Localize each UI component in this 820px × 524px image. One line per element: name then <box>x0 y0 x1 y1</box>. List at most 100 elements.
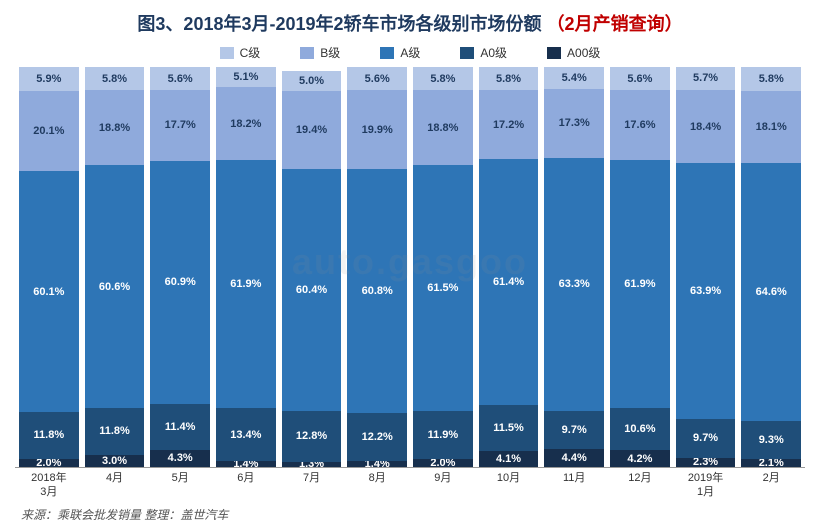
x-axis-label: 8月 <box>347 472 407 500</box>
legend-swatch <box>380 47 394 59</box>
x-axis-label: 6月 <box>216 472 276 500</box>
chart-title: 图3、2018年3月-2019年2轿车市场各级别市场份额 （2月产销查询） <box>15 10 805 36</box>
legend-item: C级 <box>220 44 261 61</box>
x-axis-label: 5月 <box>150 472 210 500</box>
bar-segment: 17.2% <box>479 90 539 159</box>
x-axis-label: 7月 <box>282 472 342 500</box>
bar-segment: 19.9% <box>347 90 407 170</box>
bar-segment: 4.1% <box>479 451 539 467</box>
bar-segment: 13.4% <box>216 408 276 462</box>
bar-segment: 1.3% <box>282 462 342 467</box>
bar-segment: 9.7% <box>676 419 736 458</box>
bar-stack: 5.9%20.1%60.1%11.8%2.0% <box>19 67 79 467</box>
bar-stack: 5.6%17.6%61.9%10.6%4.2% <box>610 67 670 467</box>
bar-stack: 5.4%17.3%63.3%9.7%4.4% <box>544 67 604 467</box>
bar-segment: 5.6% <box>347 67 407 89</box>
bar-segment: 20.1% <box>19 91 79 171</box>
bar-stack: 5.7%18.4%63.9%9.7%2.3% <box>676 67 736 467</box>
bar-stack: 5.6%17.7%60.9%11.4%4.3% <box>150 67 210 467</box>
bar-segment: 5.8% <box>85 67 145 90</box>
bar-segment: 18.2% <box>216 87 276 160</box>
bar-segment: 60.1% <box>19 171 79 411</box>
bar-segment: 11.4% <box>150 404 210 450</box>
title-main: 图3、2018年3月-2019年2轿车市场各级别市场份额 <box>137 14 541 34</box>
bar-segment: 2.1% <box>741 459 801 467</box>
bar-column: 5.8%17.2%61.4%11.5%4.1% <box>479 67 539 467</box>
bar-column: 5.7%18.4%63.9%9.7%2.3% <box>676 67 736 467</box>
bar-segment: 18.1% <box>741 91 801 163</box>
bar-column: 5.6%19.9%60.8%12.2%1.4% <box>347 67 407 467</box>
bar-column: 5.8%18.8%60.6%11.8%3.0% <box>85 67 145 467</box>
bar-segment: 60.6% <box>85 165 145 407</box>
bar-segment: 11.9% <box>413 411 473 459</box>
legend-item: A级 <box>380 44 420 61</box>
bar-segment: 19.4% <box>282 91 342 169</box>
legend-item: A00级 <box>547 44 600 61</box>
legend-label: B级 <box>320 44 340 61</box>
bar-segment: 5.6% <box>150 67 210 89</box>
x-axis-label: 9月 <box>413 472 473 500</box>
bar-column: 5.9%20.1%60.1%11.8%2.0% <box>19 67 79 467</box>
bar-stack: 5.8%17.2%61.4%11.5%4.1% <box>479 67 539 467</box>
x-axis-label: 2019年 1月 <box>676 472 736 500</box>
bar-segment: 64.6% <box>741 163 801 421</box>
source-line: 来源：乘联会批发销量 整理：盖世汽车 <box>15 506 805 523</box>
legend-label: A00级 <box>567 44 600 61</box>
bar-segment: 63.9% <box>676 163 736 419</box>
bar-segment: 2.0% <box>413 459 473 467</box>
x-axis-label: 2月 <box>741 472 801 500</box>
bar-segment: 5.9% <box>19 67 79 91</box>
bar-segment: 9.3% <box>741 421 801 458</box>
legend: C级 B级 A级 A0级 A00级 <box>15 44 805 61</box>
bar-segment: 11.8% <box>19 412 79 459</box>
legend-swatch <box>460 47 474 59</box>
bar-segment: 63.3% <box>544 158 604 411</box>
bar-column: 5.6%17.7%60.9%11.4%4.3% <box>150 67 210 467</box>
legend-item: B级 <box>300 44 340 61</box>
x-axis-label: 4月 <box>85 472 145 500</box>
bar-segment: 4.2% <box>610 450 670 467</box>
bar-segment: 10.6% <box>610 408 670 450</box>
bar-segment: 61.9% <box>216 160 276 408</box>
bar-segment: 17.7% <box>150 90 210 161</box>
legend-swatch <box>300 47 314 59</box>
legend-swatch <box>547 47 561 59</box>
bar-segment: 12.8% <box>282 411 342 462</box>
x-axis-label: 10月 <box>479 472 539 500</box>
bar-segment: 18.8% <box>413 90 473 165</box>
title-highlight: （2月产销查询） <box>547 14 683 34</box>
bar-segment: 5.8% <box>479 67 539 90</box>
bar-segment: 11.8% <box>85 408 145 455</box>
bar-segment: 1.4% <box>216 461 276 467</box>
bar-segment: 5.7% <box>676 67 736 90</box>
legend-label: C级 <box>240 44 261 61</box>
bar-segment: 4.3% <box>150 450 210 467</box>
x-axis-label: 12月 <box>610 472 670 500</box>
bar-segment: 1.4% <box>347 461 407 467</box>
bar-segment: 5.4% <box>544 67 604 89</box>
bar-stack: 5.0%19.4%60.4%12.8%1.3% <box>282 67 342 467</box>
legend-label: A0级 <box>480 44 507 61</box>
bar-stack: 5.8%18.1%64.6%9.3%2.1% <box>741 67 801 467</box>
bar-segment: 4.4% <box>544 449 604 467</box>
bar-segment: 5.8% <box>413 67 473 90</box>
bar-column: 5.1%18.2%61.9%13.4%1.4% <box>216 67 276 467</box>
bar-segment: 11.5% <box>479 405 539 451</box>
bar-segment: 60.8% <box>347 169 407 412</box>
bar-segment: 60.9% <box>150 161 210 405</box>
x-axis-label: 2018年 3月 <box>19 472 79 500</box>
bar-stack: 5.8%18.8%61.5%11.9%2.0% <box>413 67 473 467</box>
legend-label: A级 <box>400 44 420 61</box>
legend-swatch <box>220 47 234 59</box>
bar-segment: 17.6% <box>610 90 670 160</box>
bar-segment: 2.0% <box>19 459 79 467</box>
bar-segment: 12.2% <box>347 413 407 462</box>
bar-column: 5.8%18.1%64.6%9.3%2.1% <box>741 67 801 467</box>
bar-column: 5.4%17.3%63.3%9.7%4.4% <box>544 67 604 467</box>
bar-segment: 17.3% <box>544 89 604 158</box>
bar-stack: 5.6%19.9%60.8%12.2%1.4% <box>347 67 407 467</box>
plot-area: 5.9%20.1%60.1%11.8%2.0%5.8%18.8%60.6%11.… <box>15 67 805 468</box>
legend-item: A0级 <box>460 44 507 61</box>
bar-segment: 18.8% <box>85 90 145 165</box>
bar-segment: 5.6% <box>610 67 670 89</box>
